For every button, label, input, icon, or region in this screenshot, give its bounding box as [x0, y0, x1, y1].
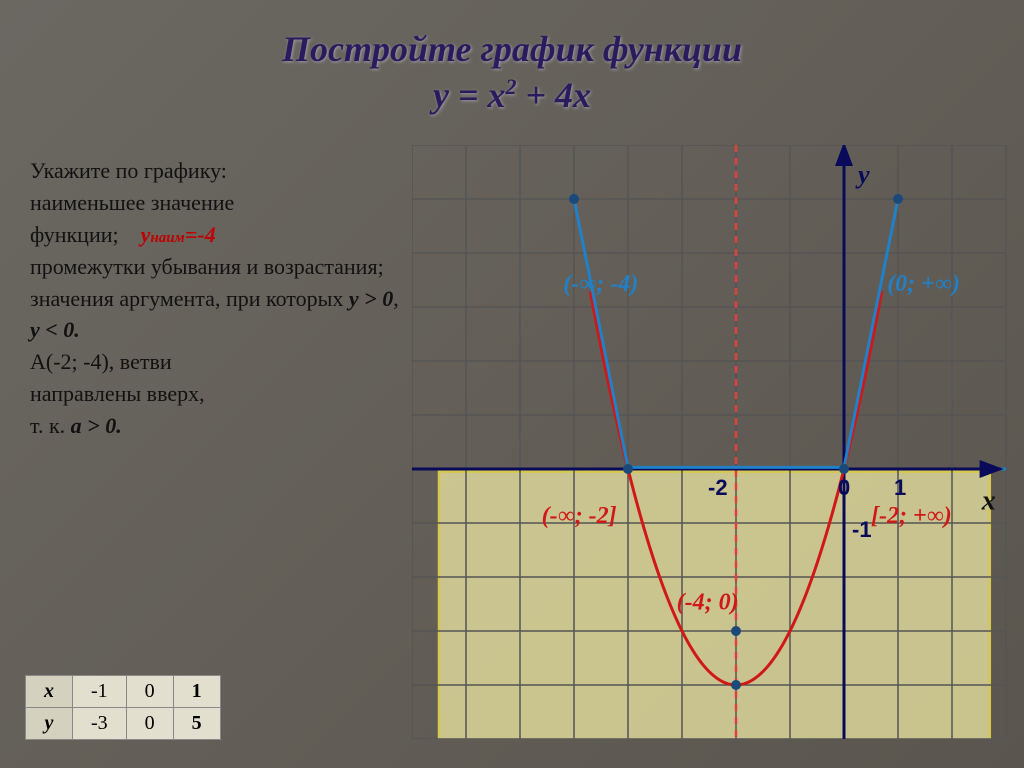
- svg-text:1: 1: [894, 475, 906, 500]
- y-min: yнаим=-4: [141, 222, 216, 247]
- value-table: x-101 y-305: [25, 675, 221, 740]
- monotone-line: промежутки убывания и возрастания;: [30, 251, 400, 283]
- svg-text:-1: -1: [852, 517, 872, 542]
- svg-text:[-2; +∞): [-2; +∞): [871, 503, 952, 529]
- svg-text:(-∞; -2]: (-∞; -2]: [542, 503, 617, 529]
- coeff-line: т. к. a > 0.: [30, 410, 400, 442]
- svg-text:-2: -2: [708, 475, 728, 500]
- svg-text:(0; +∞): (0; +∞): [887, 271, 960, 297]
- svg-text:y: y: [855, 160, 870, 189]
- left-panel: Укажите по графику: наименьшее значение …: [30, 155, 400, 442]
- svg-text:(-4; 0): (-4; 0): [677, 589, 739, 615]
- svg-text:0: 0: [838, 475, 850, 500]
- args-line: значения аргумента, при которых y > 0,: [30, 283, 400, 315]
- slide-title: Постройте график функции y = x2 + 4x: [0, 0, 1024, 116]
- title-line1: Постройте график функции: [0, 28, 1024, 70]
- min-line: наименьшее значение функции; yнаим=-4: [30, 187, 400, 251]
- vertex-line: A(-2; -4), ветви направлены вверх,: [30, 346, 400, 410]
- svg-text:x: x: [981, 486, 996, 517]
- svg-text:(-∞; -4): (-∞; -4): [563, 271, 638, 297]
- title-line2: y = x2 + 4x: [0, 74, 1024, 116]
- prompt-line: Укажите по графику:: [30, 155, 400, 187]
- chart: y x -2 0 1 -1 (-∞; -4) (0; +∞) (-∞; -2] [-2; +∞) (…: [412, 145, 1012, 739]
